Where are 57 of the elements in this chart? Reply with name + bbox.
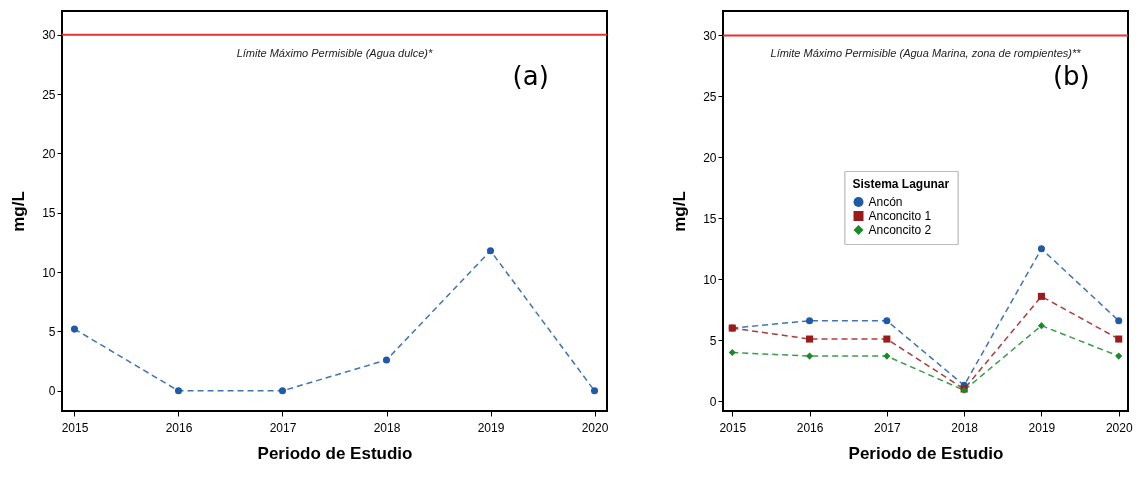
point	[883, 335, 891, 343]
x-tick-label: 2018	[951, 420, 979, 435]
x-tick-label: 2016	[165, 420, 193, 435]
legend-label: Anconcito 1	[868, 209, 932, 223]
legend-label: Anconcito 2	[868, 223, 932, 237]
ref-line-label: Límite Máximo Permisible (Agua dulce)*	[236, 46, 434, 59]
x-tick-label: 2017	[269, 420, 297, 435]
point	[1115, 335, 1123, 343]
legend-label: Ancón	[868, 195, 903, 209]
point	[728, 348, 736, 356]
point	[1115, 317, 1123, 325]
y-tick-label: 15	[703, 211, 717, 226]
point	[883, 317, 891, 325]
x-tick-label: 2019	[477, 420, 505, 435]
point	[806, 317, 814, 325]
y-tick-label: 10	[42, 265, 56, 280]
point	[1115, 352, 1123, 360]
y-tick-label: 30	[42, 28, 56, 43]
x-tick-label: 2017	[874, 420, 902, 435]
y-tick-label: 20	[42, 146, 56, 161]
x-tick-label: 2020	[581, 420, 609, 435]
x-axis-title: Periodo de Estudio	[848, 443, 1004, 463]
x-axis-title: Periodo de Estudio	[257, 443, 413, 463]
x-tick-label: 2016	[796, 420, 824, 435]
point	[883, 352, 891, 360]
x-tick-label: 2018	[373, 420, 401, 435]
y-tick-label: 25	[703, 89, 717, 104]
y-tick-label: 5	[709, 333, 717, 348]
y-tick-label: 10	[703, 272, 717, 287]
annotation: (b)	[1052, 61, 1090, 91]
y-tick-label: 15	[42, 206, 56, 221]
point	[382, 356, 391, 364]
ref-line-label: Límite Máximo Permisible (Agua Marina, zona de rompientes)**	[770, 47, 1082, 60]
point	[1037, 292, 1045, 300]
x-tick-label: 2020	[1105, 420, 1133, 435]
y-tick-label: 20	[703, 150, 717, 165]
y-axis-title: mg/L	[670, 191, 690, 232]
legend-title: Sistema Lagunar	[852, 177, 950, 191]
annotation: (a)	[512, 61, 549, 91]
point	[70, 325, 79, 333]
x-tick-label: 2019	[1028, 420, 1056, 435]
y-tick-label: 5	[48, 324, 56, 339]
y-axis-title: mg/L	[9, 191, 29, 232]
point	[278, 387, 287, 395]
x-tick-label: 2015	[61, 420, 89, 435]
point	[806, 352, 814, 360]
point	[1037, 322, 1045, 330]
point	[486, 247, 495, 255]
point	[1037, 245, 1045, 253]
point	[174, 387, 183, 395]
point	[806, 335, 814, 343]
point	[590, 387, 599, 395]
y-tick-label: 0	[48, 384, 56, 399]
y-tick-label: 30	[703, 28, 717, 43]
y-tick-label: 25	[42, 87, 56, 102]
x-tick-label: 2015	[719, 420, 747, 435]
y-tick-label: 0	[709, 394, 717, 409]
